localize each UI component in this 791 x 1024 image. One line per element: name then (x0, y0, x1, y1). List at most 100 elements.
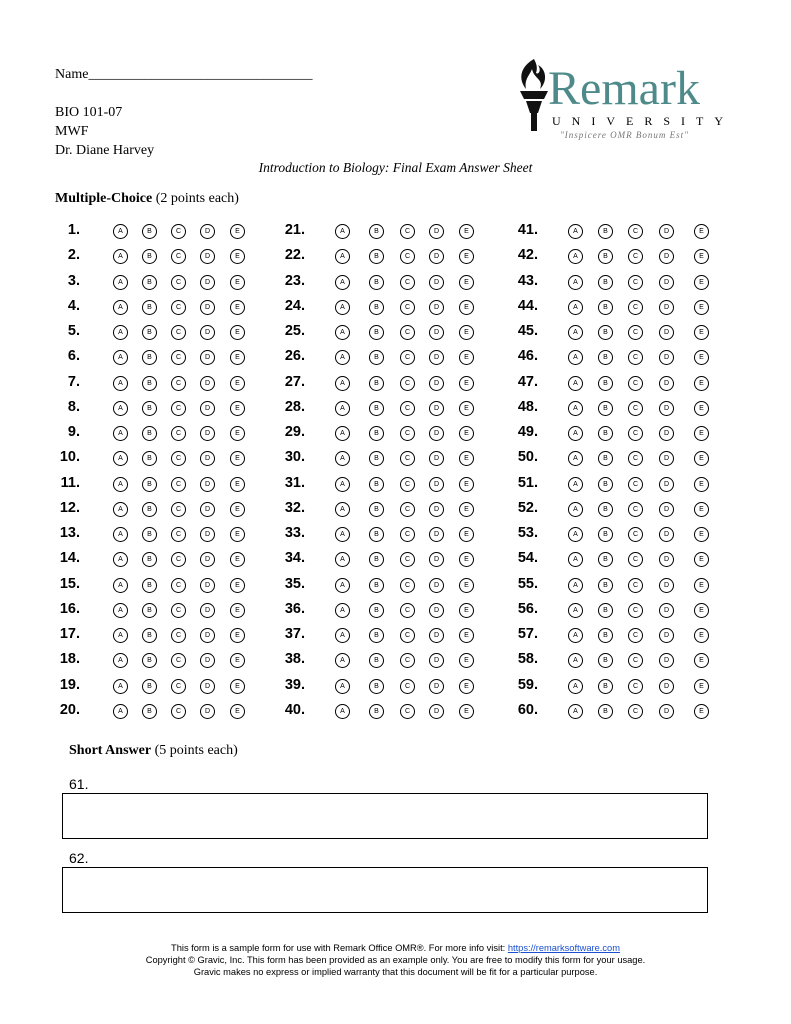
answer-bubble-a[interactable]: A (113, 375, 128, 391)
name-line[interactable]: ________________________________ (88, 67, 313, 82)
answer-bubble-c[interactable]: C (400, 299, 415, 315)
answer-bubble-a[interactable]: A (335, 375, 350, 391)
answer-bubble-d[interactable]: D (659, 501, 674, 517)
answer-bubble-d[interactable]: D (659, 602, 674, 618)
answer-bubble-a[interactable]: A (335, 299, 350, 315)
answer-bubble-b[interactable]: B (598, 299, 613, 315)
answer-bubble-a[interactable]: A (568, 426, 583, 442)
answer-bubble-d[interactable]: D (659, 249, 674, 265)
answer-bubble-d[interactable]: D (659, 274, 674, 290)
answer-bubble-d[interactable]: D (200, 653, 215, 669)
answer-bubble-b[interactable]: B (369, 552, 384, 568)
answer-bubble-e[interactable]: E (230, 476, 245, 492)
answer-bubble-c[interactable]: C (628, 426, 643, 442)
answer-bubble-e[interactable]: E (230, 527, 245, 543)
answer-bubble-e[interactable]: E (694, 527, 709, 543)
answer-bubble-e[interactable]: E (230, 628, 245, 644)
answer-bubble-c[interactable]: C (400, 628, 415, 644)
answer-bubble-a[interactable]: A (568, 274, 583, 290)
answer-bubble-d[interactable]: D (200, 577, 215, 593)
answer-bubble-d[interactable]: D (659, 426, 674, 442)
answer-bubble-c[interactable]: C (628, 653, 643, 669)
answer-bubble-c[interactable]: C (171, 628, 186, 644)
answer-bubble-d[interactable]: D (200, 325, 215, 341)
answer-bubble-b[interactable]: B (598, 602, 613, 618)
sa-answer-box[interactable] (62, 793, 708, 839)
answer-bubble-c[interactable]: C (171, 426, 186, 442)
answer-bubble-c[interactable]: C (628, 400, 643, 416)
answer-bubble-b[interactable]: B (598, 476, 613, 492)
answer-bubble-a[interactable]: A (335, 552, 350, 568)
answer-bubble-b[interactable]: B (598, 628, 613, 644)
answer-bubble-c[interactable]: C (400, 527, 415, 543)
answer-bubble-d[interactable]: D (200, 299, 215, 315)
answer-bubble-a[interactable]: A (568, 653, 583, 669)
answer-bubble-a[interactable]: A (113, 350, 128, 366)
answer-bubble-a[interactable]: A (568, 527, 583, 543)
answer-bubble-e[interactable]: E (230, 224, 245, 239)
answer-bubble-b[interactable]: B (369, 476, 384, 492)
answer-bubble-d[interactable]: D (429, 299, 444, 315)
answer-bubble-b[interactable]: B (142, 375, 157, 391)
answer-bubble-c[interactable]: C (400, 501, 415, 517)
answer-bubble-d[interactable]: D (200, 552, 215, 568)
answer-bubble-b[interactable]: B (369, 653, 384, 669)
answer-bubble-d[interactable]: D (429, 703, 444, 719)
answer-bubble-d[interactable]: D (429, 678, 444, 694)
answer-bubble-c[interactable]: C (171, 400, 186, 416)
answer-bubble-e[interactable]: E (459, 325, 474, 341)
answer-bubble-c[interactable]: C (400, 703, 415, 719)
answer-bubble-a[interactable]: A (568, 602, 583, 618)
answer-bubble-d[interactable]: D (429, 501, 444, 517)
answer-bubble-e[interactable]: E (459, 703, 474, 719)
answer-bubble-a[interactable]: A (113, 325, 128, 341)
answer-bubble-d[interactable]: D (659, 552, 674, 568)
answer-bubble-d[interactable]: D (429, 476, 444, 492)
answer-bubble-c[interactable]: C (171, 703, 186, 719)
answer-bubble-b[interactable]: B (369, 703, 384, 719)
answer-bubble-b[interactable]: B (142, 628, 157, 644)
answer-bubble-a[interactable]: A (113, 451, 128, 467)
answer-bubble-d[interactable]: D (659, 299, 674, 315)
answer-bubble-c[interactable]: C (171, 501, 186, 517)
answer-bubble-d[interactable]: D (429, 602, 444, 618)
answer-bubble-a[interactable]: A (568, 451, 583, 467)
answer-bubble-d[interactable]: D (200, 451, 215, 467)
answer-bubble-a[interactable]: A (568, 678, 583, 694)
answer-bubble-b[interactable]: B (142, 602, 157, 618)
answer-bubble-d[interactable]: D (659, 375, 674, 391)
answer-bubble-b[interactable]: B (142, 350, 157, 366)
answer-bubble-d[interactable]: D (200, 274, 215, 290)
answer-bubble-e[interactable]: E (694, 249, 709, 265)
answer-bubble-d[interactable]: D (200, 426, 215, 442)
answer-bubble-b[interactable]: B (369, 224, 384, 239)
answer-bubble-e[interactable]: E (230, 577, 245, 593)
answer-bubble-a[interactable]: A (113, 577, 128, 593)
answer-bubble-a[interactable]: A (568, 552, 583, 568)
answer-bubble-a[interactable]: A (335, 274, 350, 290)
answer-bubble-d[interactable]: D (200, 527, 215, 543)
answer-bubble-b[interactable]: B (142, 451, 157, 467)
answer-bubble-a[interactable]: A (335, 577, 350, 593)
answer-bubble-e[interactable]: E (694, 350, 709, 366)
answer-bubble-d[interactable]: D (200, 224, 215, 239)
answer-bubble-a[interactable]: A (335, 249, 350, 265)
answer-bubble-b[interactable]: B (142, 426, 157, 442)
answer-bubble-a[interactable]: A (335, 325, 350, 341)
answer-bubble-e[interactable]: E (230, 653, 245, 669)
answer-bubble-e[interactable]: E (230, 552, 245, 568)
answer-bubble-d[interactable]: D (659, 703, 674, 719)
answer-bubble-b[interactable]: B (598, 552, 613, 568)
answer-bubble-c[interactable]: C (400, 552, 415, 568)
answer-bubble-c[interactable]: C (171, 552, 186, 568)
answer-bubble-e[interactable]: E (459, 476, 474, 492)
answer-bubble-a[interactable]: A (568, 628, 583, 644)
answer-bubble-c[interactable]: C (171, 350, 186, 366)
answer-bubble-e[interactable]: E (694, 274, 709, 290)
answer-bubble-d[interactable]: D (659, 350, 674, 366)
answer-bubble-a[interactable]: A (113, 426, 128, 442)
answer-bubble-c[interactable]: C (171, 299, 186, 315)
answer-bubble-c[interactable]: C (171, 451, 186, 467)
answer-bubble-e[interactable]: E (230, 325, 245, 341)
answer-bubble-c[interactable]: C (171, 653, 186, 669)
